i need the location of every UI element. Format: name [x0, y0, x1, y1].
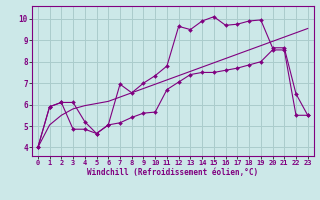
- X-axis label: Windchill (Refroidissement éolien,°C): Windchill (Refroidissement éolien,°C): [87, 168, 258, 177]
